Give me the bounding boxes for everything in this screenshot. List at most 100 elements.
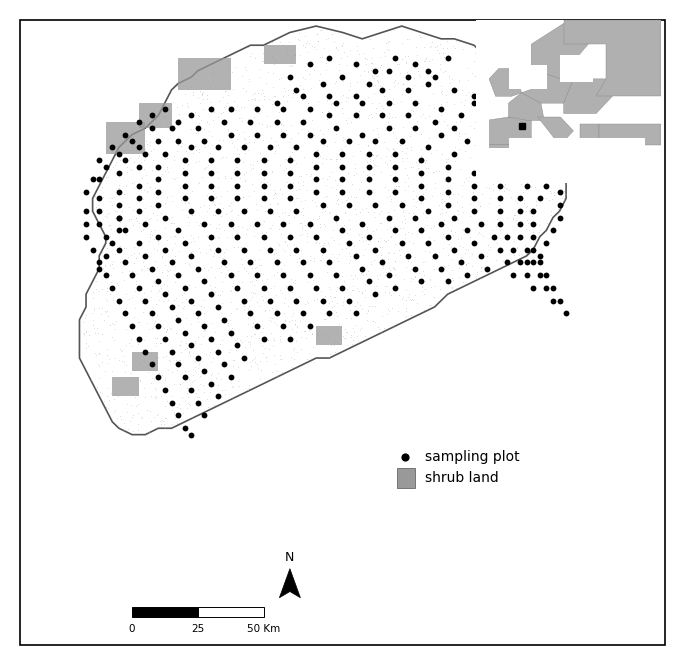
Point bbox=[541, 217, 552, 228]
Point bbox=[497, 78, 508, 89]
Point bbox=[144, 426, 155, 437]
Point bbox=[366, 257, 377, 267]
Point bbox=[384, 265, 395, 275]
Point bbox=[125, 135, 136, 146]
Point bbox=[228, 360, 239, 371]
Point bbox=[287, 88, 298, 98]
Point bbox=[388, 128, 399, 139]
Point bbox=[360, 279, 371, 290]
Point bbox=[409, 251, 420, 262]
Point bbox=[317, 106, 328, 117]
Point bbox=[318, 129, 329, 140]
Point bbox=[512, 198, 523, 208]
Point bbox=[124, 416, 135, 426]
Point bbox=[299, 114, 310, 124]
Point bbox=[410, 42, 421, 53]
Point bbox=[226, 382, 237, 392]
Point bbox=[268, 341, 279, 352]
Point bbox=[316, 24, 327, 35]
Point bbox=[292, 256, 303, 267]
Point bbox=[149, 412, 160, 422]
Point bbox=[186, 236, 197, 247]
Point bbox=[330, 128, 341, 139]
Point bbox=[350, 110, 361, 121]
Point bbox=[275, 350, 286, 360]
Point bbox=[342, 236, 353, 247]
Point bbox=[486, 61, 497, 71]
Point bbox=[230, 62, 241, 72]
Point bbox=[486, 60, 497, 70]
Point bbox=[373, 132, 384, 142]
Point bbox=[440, 206, 451, 217]
Point bbox=[288, 308, 299, 319]
Point bbox=[549, 187, 560, 198]
Point bbox=[401, 251, 412, 261]
Point bbox=[133, 334, 144, 344]
Polygon shape bbox=[538, 117, 573, 141]
Point bbox=[468, 186, 479, 197]
Point bbox=[522, 166, 533, 176]
Point bbox=[355, 130, 366, 141]
Point bbox=[311, 187, 322, 198]
Point bbox=[475, 127, 486, 138]
Point bbox=[521, 176, 532, 187]
Point bbox=[223, 320, 234, 331]
Point bbox=[360, 234, 371, 245]
Point bbox=[291, 347, 302, 358]
Point bbox=[179, 423, 190, 434]
Point bbox=[349, 163, 360, 174]
Point bbox=[151, 309, 162, 320]
Point bbox=[397, 145, 408, 156]
Point bbox=[329, 270, 340, 281]
Point bbox=[87, 174, 98, 185]
Point bbox=[208, 66, 219, 77]
Point bbox=[302, 97, 313, 108]
Point bbox=[363, 230, 374, 241]
Point bbox=[395, 140, 406, 150]
Point bbox=[177, 408, 188, 418]
Point bbox=[330, 156, 341, 167]
Point bbox=[109, 390, 120, 400]
Point bbox=[238, 102, 249, 112]
Point bbox=[179, 396, 190, 406]
Point bbox=[441, 172, 452, 182]
Point bbox=[228, 223, 239, 233]
Point bbox=[309, 295, 320, 306]
Point bbox=[192, 231, 203, 242]
Point bbox=[180, 294, 191, 305]
Point bbox=[87, 287, 98, 297]
Point bbox=[386, 111, 397, 122]
Point bbox=[230, 334, 241, 345]
Point bbox=[362, 66, 373, 76]
Point bbox=[301, 185, 312, 196]
Point bbox=[366, 162, 377, 173]
Point bbox=[275, 257, 286, 267]
Point bbox=[497, 180, 508, 191]
Point bbox=[184, 261, 195, 271]
Point bbox=[225, 297, 236, 307]
Point bbox=[225, 327, 236, 338]
Point bbox=[387, 93, 398, 104]
Point bbox=[336, 103, 347, 114]
Point bbox=[185, 142, 196, 153]
Point bbox=[491, 177, 502, 188]
Point bbox=[416, 150, 427, 161]
Point bbox=[530, 231, 541, 241]
Point bbox=[136, 346, 147, 357]
Point bbox=[209, 233, 220, 243]
Point bbox=[250, 287, 261, 298]
Point bbox=[471, 113, 482, 124]
Polygon shape bbox=[486, 117, 532, 145]
Point bbox=[186, 430, 197, 440]
Point bbox=[195, 221, 206, 231]
Point bbox=[284, 45, 295, 55]
Point bbox=[385, 221, 396, 232]
Point bbox=[247, 288, 258, 299]
Point bbox=[331, 154, 342, 164]
Point bbox=[291, 336, 302, 346]
Point bbox=[226, 130, 237, 141]
Point bbox=[416, 129, 427, 140]
Point bbox=[106, 388, 117, 399]
Point bbox=[283, 137, 294, 148]
Point bbox=[284, 249, 295, 260]
